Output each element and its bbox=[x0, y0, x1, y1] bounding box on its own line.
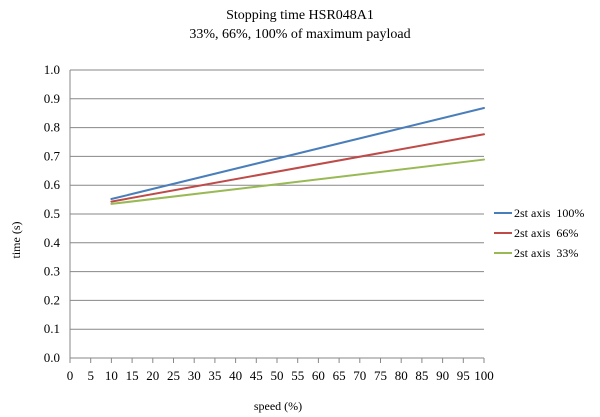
y-tick-label: 0.5 bbox=[44, 206, 60, 221]
legend-label-3: 2st axis 33% bbox=[514, 246, 578, 260]
x-axis-label: speed (%) bbox=[254, 399, 302, 413]
chart-subtitle: 33%, 66%, 100% of maximum payload bbox=[189, 27, 410, 42]
y-tick-label: 0.0 bbox=[44, 350, 60, 365]
y-axis-label: time (s) bbox=[9, 222, 23, 259]
x-tick-label: 45 bbox=[250, 368, 263, 383]
x-tick-label: 75 bbox=[374, 368, 387, 383]
x-tick-label: 35 bbox=[208, 368, 221, 383]
legend-label-1: 2st axis 100% bbox=[514, 206, 584, 220]
x-tick-label: 60 bbox=[312, 368, 325, 383]
series-line-2 bbox=[110, 133, 485, 203]
x-tick-label: 90 bbox=[436, 368, 449, 383]
x-tick-label: 5 bbox=[87, 368, 94, 383]
legend-label-2: 2st axis 66% bbox=[514, 226, 578, 240]
y-tick-label: 0.7 bbox=[44, 148, 61, 163]
x-tick-label: 0 bbox=[67, 368, 74, 383]
y-tick-label: 0.1 bbox=[44, 321, 60, 336]
series-line-3 bbox=[110, 158, 485, 205]
legend: 2st axis 100% 2st axis 66% 2st axis 33% bbox=[494, 206, 584, 260]
gridlines bbox=[70, 69, 484, 359]
x-tick-label: 30 bbox=[188, 368, 201, 383]
y-tick-label: 0.3 bbox=[44, 264, 60, 279]
x-tick-label: 80 bbox=[395, 368, 408, 383]
series-lines bbox=[110, 107, 485, 205]
axes: 0.0 0.1 0.2 0.3 0.4 0.5 0.6 0.7 0.8 0.9 1.0 0 5 10 15 2… bbox=[44, 62, 494, 383]
series-line-1 bbox=[110, 107, 485, 201]
y-tick-label: 0.4 bbox=[44, 235, 61, 250]
y-tick-label: 0.9 bbox=[44, 91, 60, 106]
x-tick-label: 95 bbox=[457, 368, 470, 383]
x-tick-label: 70 bbox=[353, 368, 366, 383]
x-tick-label: 50 bbox=[271, 368, 284, 383]
x-tick-label: 85 bbox=[415, 368, 428, 383]
y-tick-label: 1.0 bbox=[44, 62, 60, 77]
x-tick-label: 40 bbox=[229, 368, 242, 383]
x-tick-label: 25 bbox=[167, 368, 180, 383]
x-tick-label: 100 bbox=[474, 368, 494, 383]
y-tick-label: 0.8 bbox=[44, 120, 60, 135]
x-tick-label: 65 bbox=[333, 368, 346, 383]
y-tick-label: 0.2 bbox=[44, 292, 60, 307]
x-tick-label: 55 bbox=[291, 368, 304, 383]
x-tick-label: 10 bbox=[105, 368, 118, 383]
x-tick-label: 20 bbox=[146, 368, 159, 383]
y-tick-label: 0.6 bbox=[44, 177, 61, 192]
x-tick-label: 15 bbox=[126, 368, 139, 383]
chart-title: Stopping time HSR048A1 bbox=[226, 8, 374, 23]
